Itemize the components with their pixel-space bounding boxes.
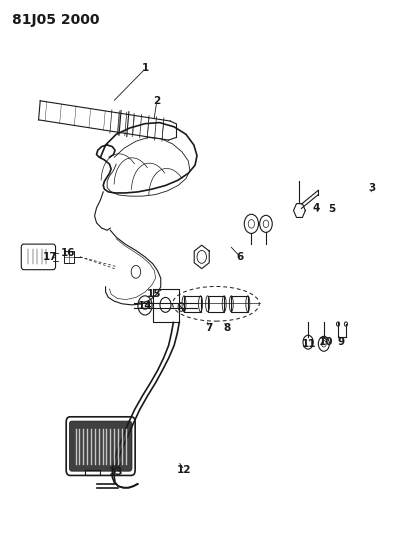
Text: 4: 4 xyxy=(312,203,320,213)
Text: 81J05 2000: 81J05 2000 xyxy=(12,13,99,27)
Text: 5: 5 xyxy=(328,204,335,214)
Text: 2: 2 xyxy=(153,96,160,106)
Text: 11: 11 xyxy=(302,339,316,349)
Bar xyxy=(184,296,201,312)
Text: 14: 14 xyxy=(138,302,152,311)
Text: 10: 10 xyxy=(319,337,333,347)
Text: 16: 16 xyxy=(61,248,75,258)
Text: 7: 7 xyxy=(205,323,212,333)
Text: 17: 17 xyxy=(43,252,58,262)
Text: 1: 1 xyxy=(142,63,149,73)
Text: 15: 15 xyxy=(147,289,161,299)
Text: 8: 8 xyxy=(223,323,230,333)
FancyBboxPatch shape xyxy=(69,421,132,471)
Text: 3: 3 xyxy=(369,183,376,192)
Text: 12: 12 xyxy=(177,465,191,475)
Bar xyxy=(208,296,224,312)
Text: 13: 13 xyxy=(109,467,123,477)
Text: 6: 6 xyxy=(237,252,244,262)
Bar xyxy=(231,296,248,312)
Text: 9: 9 xyxy=(337,337,344,347)
Bar xyxy=(64,251,74,263)
